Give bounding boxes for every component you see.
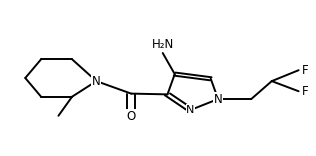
Text: F: F xyxy=(302,85,309,98)
Text: F: F xyxy=(302,64,309,77)
Text: N: N xyxy=(186,105,195,115)
Text: H₂N: H₂N xyxy=(152,38,174,51)
Text: N: N xyxy=(214,93,222,106)
Text: N: N xyxy=(92,75,101,88)
Text: O: O xyxy=(126,110,136,123)
